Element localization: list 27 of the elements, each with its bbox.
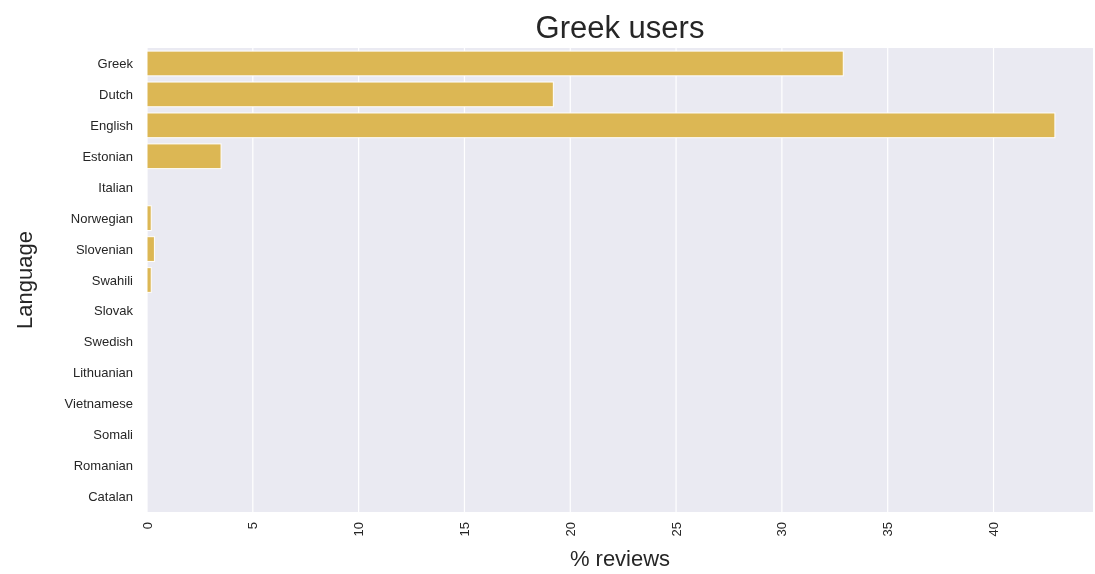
y-tick-label: Estonian — [82, 148, 133, 164]
y-tick-label: Swedish — [83, 334, 133, 350]
y-tick-label: Swahili — [91, 272, 134, 288]
y-tick-label: Somali — [93, 427, 134, 443]
x-tick-label: 5 — [245, 522, 261, 530]
chart-title: Greek users — [535, 10, 705, 45]
y-tick-label: Slovenian — [75, 241, 133, 257]
y-axis-title: Language — [12, 231, 37, 329]
x-tick-label: 30 — [774, 522, 790, 537]
y-tick-label: Greek — [97, 56, 134, 72]
x-axis-title: % reviews — [569, 546, 671, 571]
x-tick-label: 15 — [457, 522, 472, 537]
x-tick-label: 35 — [880, 522, 896, 537]
x-tick-label: 10 — [351, 522, 367, 537]
y-tick-label: Lithuanian — [73, 365, 133, 381]
y-tick-label: Norwegian — [70, 210, 133, 226]
y-tick-label: Italian — [98, 179, 133, 195]
y-tick-label: Romanian — [73, 458, 133, 474]
y-tick-label: Dutch — [99, 86, 133, 102]
x-tick-label: 0 — [139, 522, 155, 530]
y-tick-label: English — [90, 117, 133, 133]
x-tick-label: 20 — [562, 522, 578, 537]
y-tick-label: Vietnamese — [64, 396, 133, 412]
y-tick-label: Catalan — [88, 489, 133, 505]
x-tick-label: 40 — [986, 522, 1002, 537]
x-tick-label: 25 — [668, 522, 684, 537]
y-tick-label: Slovak — [93, 303, 134, 319]
